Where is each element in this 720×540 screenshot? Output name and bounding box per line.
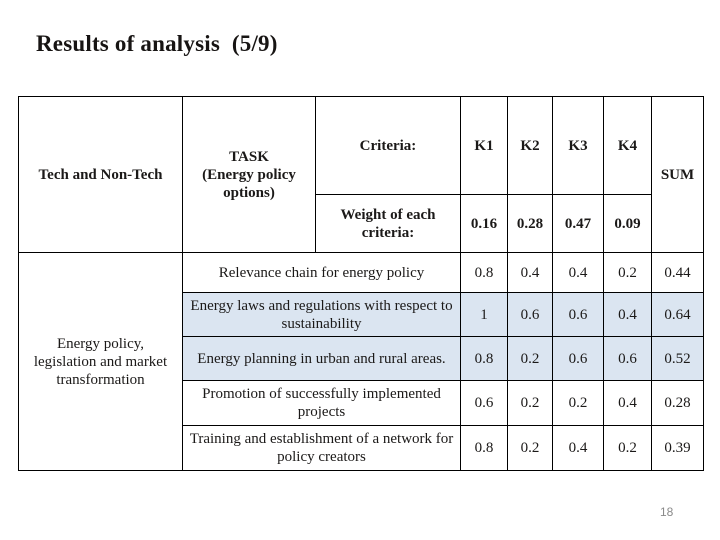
criteria-k1-header: K1 [460,96,508,195]
value-cell: 0.4 [552,252,604,293]
value-cell: 1 [460,292,508,337]
value-cell: 0.8 [460,336,508,381]
weight-k2-cell: 0.28 [507,194,553,253]
value-cell: 0.4 [603,380,652,426]
value-cell: 0.2 [507,425,553,471]
value-cell: 0.8 [460,252,508,293]
page-title: Results of analysis (5/9) [36,31,278,56]
header-row-weights: Weight of each criteria: 0.16 0.28 0.47 … [19,194,704,253]
table-row: Energy policy, legislation and market tr… [18,252,704,471]
criteria-k4-header: K4 [603,96,652,195]
value-cell: 0.6 [552,336,604,381]
value-cell: 0.2 [507,336,553,381]
task-cell: Energy planning in urban and rural areas… [182,336,461,381]
task-header-line2: (Energy policy options) [202,166,296,201]
sum-header-cell: SUM [651,96,704,253]
table-row: Energy laws and regulations with respect… [19,292,704,337]
task-cell: Energy laws and regulations with respect… [182,292,461,337]
value-cell: 0.6 [460,380,508,426]
row-group-label-cell: Energy policy, legislation and market tr… [18,252,183,471]
criteria-label-cell: Criteria: [315,96,461,195]
weight-k1-cell: 0.16 [460,194,508,253]
task-cell: Relevance chain for energy policy [182,252,461,293]
sum-cell: 0.28 [651,380,704,426]
header-row-criteria: Tech and Non-Tech TASK (Energy policy op… [18,96,704,253]
value-cell: 0.4 [507,252,553,293]
value-cell: 0.2 [603,252,652,293]
task-header-cell: TASK (Energy policy options) [182,96,316,253]
criteria-k2-header: K2 [507,96,553,195]
col-group-header-cell: Tech and Non-Tech [18,96,183,253]
page-number: 18 [660,505,674,519]
weight-label-cell: Weight of each criteria: [315,194,461,253]
weight-k4-cell: 0.09 [603,194,652,253]
task-cell: Promotion of successfully implemented pr… [182,380,461,426]
value-cell: 0.2 [603,425,652,471]
task-header-line1: TASK [229,148,269,165]
value-cell: 0.2 [507,380,553,426]
weight-k3-cell: 0.47 [552,194,604,253]
value-cell: 0.4 [552,425,604,471]
results-table: Tech and Non-Tech TASK (Energy policy op… [18,96,704,471]
value-cell: 0.2 [552,380,604,426]
value-cell: 0.6 [552,292,604,337]
value-cell: 0.6 [507,292,553,337]
criteria-k3-header: K3 [552,96,604,195]
sum-cell: 0.44 [651,252,704,293]
task-cell: Training and establishment of a network … [182,425,461,471]
value-cell: 0.6 [603,336,652,381]
sum-cell: 0.52 [651,336,704,381]
sum-cell: 0.39 [651,425,704,471]
table-row: Energy planning in urban and rural areas… [19,336,704,381]
value-cell: 0.8 [460,425,508,471]
value-cell: 0.4 [603,292,652,337]
table-row: Training and establishment of a network … [19,425,704,471]
sum-cell: 0.64 [651,292,704,337]
